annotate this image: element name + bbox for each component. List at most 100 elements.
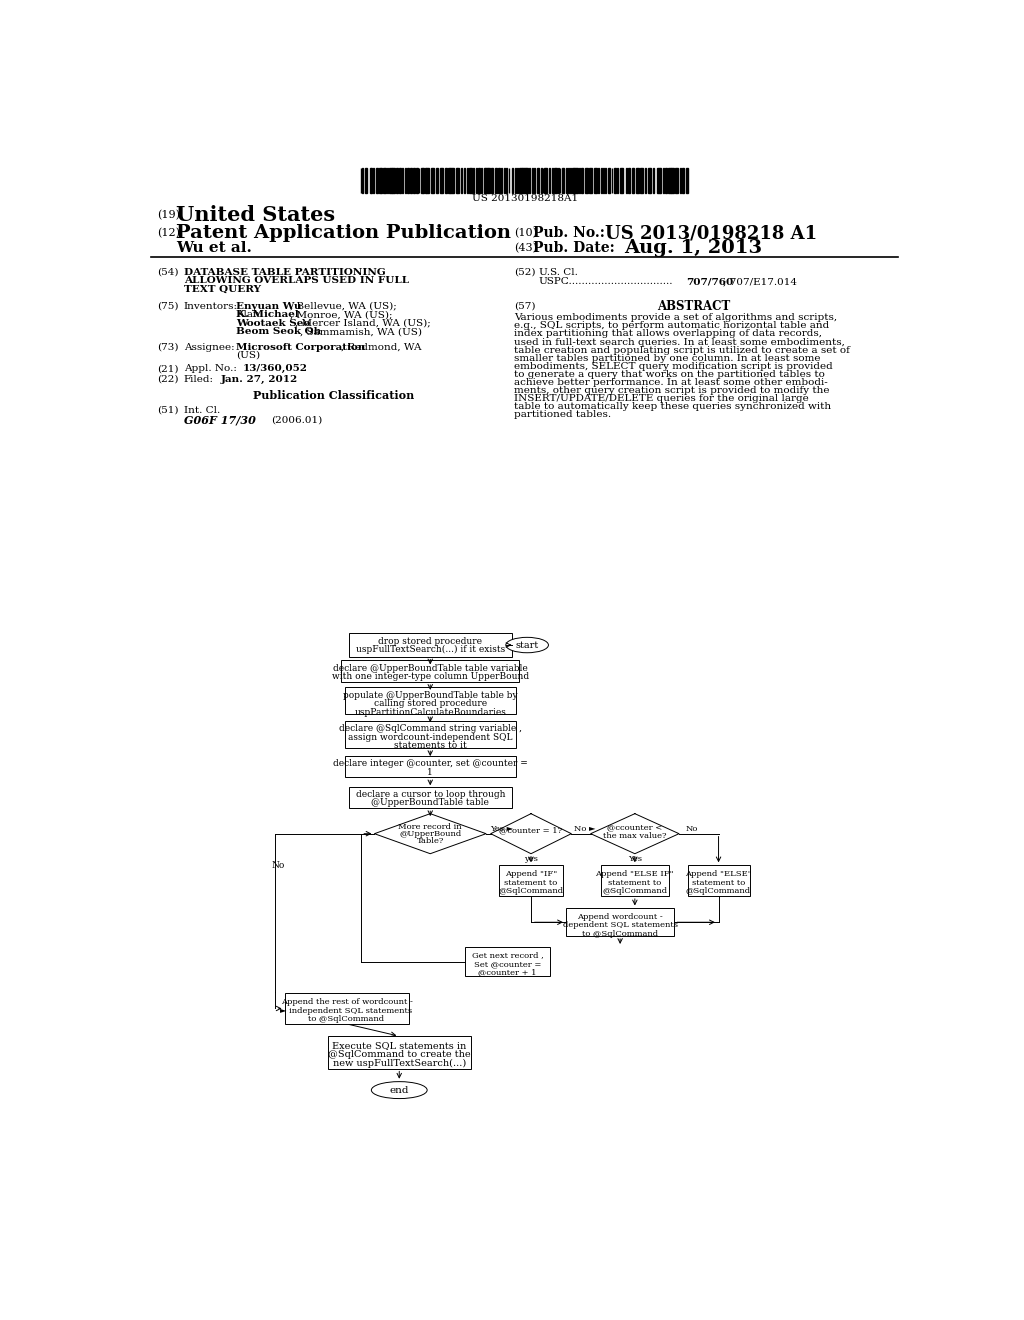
Bar xyxy=(440,169,443,193)
Bar xyxy=(499,169,500,193)
Text: smaller tables partitioned by one column. In at least some: smaller tables partitioned by one column… xyxy=(514,354,820,363)
Bar xyxy=(445,169,446,193)
Text: Wootaek Seo: Wootaek Seo xyxy=(237,318,310,327)
Text: Enyuan Wu: Enyuan Wu xyxy=(237,302,302,310)
Text: end: end xyxy=(389,1085,409,1094)
Text: (US): (US) xyxy=(237,351,261,360)
Bar xyxy=(485,169,487,193)
Text: Aug. 1, 2013: Aug. 1, 2013 xyxy=(624,239,762,256)
Text: to @SqlCommand: to @SqlCommand xyxy=(582,929,658,937)
Bar xyxy=(389,169,391,193)
Text: ; 707/E17.014: ; 707/E17.014 xyxy=(723,277,798,286)
Text: @ccounter <: @ccounter < xyxy=(607,824,663,832)
Text: TEXT QUERY: TEXT QUERY xyxy=(183,285,261,294)
Text: table to automatically keep these queries synchronized with: table to automatically keep these querie… xyxy=(514,403,831,412)
Text: Append "IF": Append "IF" xyxy=(505,870,557,879)
Bar xyxy=(383,169,386,193)
Bar xyxy=(345,721,515,748)
Text: @SqlCommand: @SqlCommand xyxy=(499,887,563,895)
Text: declare @SqlCommand string variable ,: declare @SqlCommand string variable , xyxy=(339,725,522,734)
Bar xyxy=(349,787,512,808)
Text: @SqlCommand to create the: @SqlCommand to create the xyxy=(328,1051,471,1059)
Text: (22): (22) xyxy=(158,375,179,384)
Text: (51): (51) xyxy=(158,405,179,414)
Bar xyxy=(669,169,671,193)
Text: Pub. No.:: Pub. No.: xyxy=(532,226,604,240)
Text: Appl. No.:: Appl. No.: xyxy=(183,364,237,374)
Text: Int. Cl.: Int. Cl. xyxy=(183,405,220,414)
Bar xyxy=(469,169,472,193)
Bar xyxy=(449,169,450,193)
Bar xyxy=(285,993,409,1024)
Bar xyxy=(528,169,530,193)
Text: Execute SQL statements in: Execute SQL statements in xyxy=(332,1041,466,1049)
Text: Wu et al.: Wu et al. xyxy=(176,240,252,255)
Text: United States: United States xyxy=(176,206,335,226)
Text: @UpperBound: @UpperBound xyxy=(399,830,462,838)
Text: (2006.01): (2006.01) xyxy=(271,416,323,425)
Text: (73): (73) xyxy=(158,343,179,351)
Text: Set @counter =: Set @counter = xyxy=(474,960,542,968)
Text: Jan. 27, 2012: Jan. 27, 2012 xyxy=(221,375,298,384)
Bar xyxy=(522,169,525,193)
Bar xyxy=(421,169,423,193)
Bar xyxy=(589,169,592,193)
Bar xyxy=(636,169,639,193)
Bar xyxy=(379,169,381,193)
Bar xyxy=(614,169,616,193)
Text: USPC: USPC xyxy=(539,277,569,286)
Text: index partitioning that allows overlapping of data records,: index partitioning that allows overlappi… xyxy=(514,330,822,338)
Bar xyxy=(414,169,415,193)
Bar xyxy=(648,169,649,193)
Text: Yes ►: Yes ► xyxy=(489,825,513,833)
Bar xyxy=(451,169,454,193)
Text: 707/760: 707/760 xyxy=(686,277,733,286)
Text: Table?: Table? xyxy=(417,837,444,845)
Bar xyxy=(645,169,646,193)
Bar xyxy=(435,169,438,193)
Text: @counter = 1?: @counter = 1? xyxy=(500,826,562,834)
Bar xyxy=(501,169,503,193)
Text: (21): (21) xyxy=(158,364,179,374)
Bar xyxy=(628,169,630,193)
Bar xyxy=(682,169,684,193)
Text: @UpperBoundTable table: @UpperBoundTable table xyxy=(372,799,489,808)
Bar xyxy=(392,169,395,193)
Text: uspFullTextSearch(...) if it exists: uspFullTextSearch(...) if it exists xyxy=(355,645,505,655)
Text: (57): (57) xyxy=(514,302,536,310)
Bar xyxy=(526,169,528,193)
Bar xyxy=(467,169,468,193)
Bar xyxy=(601,866,669,896)
Text: ABSTRACT: ABSTRACT xyxy=(657,300,730,313)
Bar xyxy=(586,169,589,193)
Text: dependent SQL statements: dependent SQL statements xyxy=(562,921,678,929)
Bar xyxy=(672,169,674,193)
Text: No ►: No ► xyxy=(574,825,596,833)
Bar xyxy=(465,946,550,977)
Bar xyxy=(407,169,409,193)
Bar xyxy=(345,686,515,714)
Text: , Sammamish, WA (US): , Sammamish, WA (US) xyxy=(300,327,422,337)
Bar xyxy=(566,908,675,936)
Bar xyxy=(621,169,624,193)
Bar xyxy=(328,1036,471,1069)
Text: statement to: statement to xyxy=(608,879,662,887)
Text: ALLOWING OVERLAPS USED IN FULL: ALLOWING OVERLAPS USED IN FULL xyxy=(183,276,409,285)
Ellipse shape xyxy=(506,638,549,653)
Text: Beom Seok Oh: Beom Seok Oh xyxy=(237,327,322,337)
Bar xyxy=(396,169,397,193)
Bar xyxy=(680,169,681,193)
Text: @SqlCommand: @SqlCommand xyxy=(602,887,668,895)
Text: , Redmond, WA: , Redmond, WA xyxy=(341,343,422,351)
Text: used in full-text search queries. In at least some embodiments,: used in full-text search queries. In at … xyxy=(514,338,845,347)
Bar xyxy=(495,169,497,193)
Text: Alan: Alan xyxy=(237,310,260,319)
Bar xyxy=(488,169,489,193)
Bar xyxy=(656,169,659,193)
Bar xyxy=(458,169,459,193)
Bar xyxy=(410,169,412,193)
Bar xyxy=(640,169,643,193)
Bar xyxy=(366,169,368,193)
Text: Append "ELSE IF": Append "ELSE IF" xyxy=(596,870,674,879)
Bar xyxy=(544,169,547,193)
